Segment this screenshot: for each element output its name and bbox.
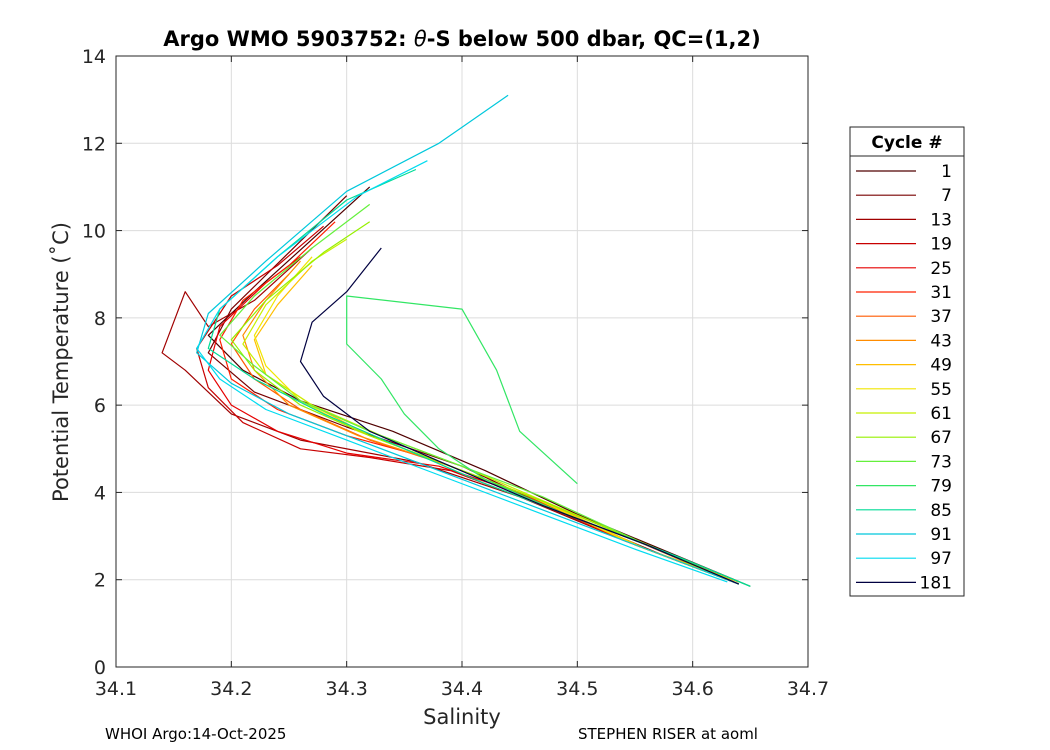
grid [115,55,809,668]
series-line-cycle-37 [230,273,740,583]
legend-entry-label: 37 [930,307,952,327]
legend-entry-label: 1 [941,162,952,182]
series-line-cycle-85 [207,168,751,587]
series-line-cycle-91 [196,94,740,585]
legend-entry-label: 19 [930,235,952,255]
chart-title-prefix: Argo WMO 5903752: [163,27,414,51]
legend-entries: 1 7 13 19 25 31 37 43 49 55 61 67 73 79 85 91 97 181 [856,162,952,593]
legend-entry-label: 67 [930,428,952,448]
series-line-cycle-13 [161,247,740,585]
legend-entry-label: 97 [930,549,952,569]
series-line-cycle-55 [253,256,728,581]
x-tick-label: 34.3 [326,678,368,700]
legend-entry-label: 49 [930,356,952,376]
y-tick-label: 10 [82,221,106,243]
legend-entry-label: 7 [941,186,952,206]
legend-entry-label: 61 [930,404,952,424]
x-axis-label: Salinity [423,705,501,729]
series-line-cycle-25 [207,256,740,583]
y-tick-label: 6 [94,395,106,417]
legend-entry-label: 91 [930,525,952,545]
footer-credit: STEPHEN RISER at aoml [578,725,758,743]
legend-entry-label: 79 [930,477,952,497]
series-line-cycle-181 [299,247,740,585]
y-tick-label: 4 [94,482,106,504]
x-axis-ticks: 34.1 34.2 34.3 34.4 34.5 34.6 34.7 [95,56,829,700]
series-line-cycle-79 [346,295,751,587]
y-tick-label: 8 [94,308,106,330]
legend-entry-label: 181 [920,573,952,593]
chart-title: Argo WMO 5903752: θ-S below 500 dbar, QC… [163,27,760,51]
legend-entry-label: 31 [930,283,952,303]
y-axis-label: Potential Temperature (˚C) [49,222,73,502]
x-tick-label: 34.1 [95,678,137,700]
x-tick-label: 34.5 [556,678,598,700]
footer-date: WHOI Argo:14-Oct-2025 [105,725,287,743]
y-tick-label: 2 [94,570,106,592]
series-line-cycle-31 [219,221,728,581]
legend-entry-label: 13 [930,210,952,230]
series-lines [161,94,751,587]
series-line-cycle-61 [242,238,740,585]
legend-entry-label: 25 [930,259,952,279]
y-axis-ticks: 0 2 4 6 8 10 12 14 [82,46,808,679]
legend: Cycle # 1 7 13 19 25 31 37 43 49 55 61 67 73 79 85 91 97… [849,126,965,597]
legend-title: Cycle # [871,133,942,153]
series-line-cycle-7 [207,195,740,585]
series-line-cycle-73 [219,203,740,585]
x-tick-label: 34.4 [441,678,483,700]
legend-entry-label: 55 [930,380,952,400]
x-tick-label: 34.7 [787,678,829,700]
y-tick-label: 0 [94,657,106,679]
x-tick-label: 34.2 [210,678,252,700]
legend-entry-label: 43 [930,331,952,351]
series-line-cycle-97 [196,160,728,583]
series-line-cycle-43 [242,260,728,581]
series-line-cycle-49 [253,265,740,583]
legend-box [849,126,965,597]
x-tick-label: 34.6 [672,678,714,700]
chart-title-suffix: -S below 500 dbar, QC=(1,2) [427,27,761,51]
legend-entry-label: 85 [930,501,952,521]
y-tick-label: 12 [82,133,106,155]
series-line-cycle-67 [230,221,728,581]
chart-title-theta: θ [414,27,427,51]
legend-entry-label: 73 [930,452,952,472]
y-tick-label: 14 [82,46,106,68]
